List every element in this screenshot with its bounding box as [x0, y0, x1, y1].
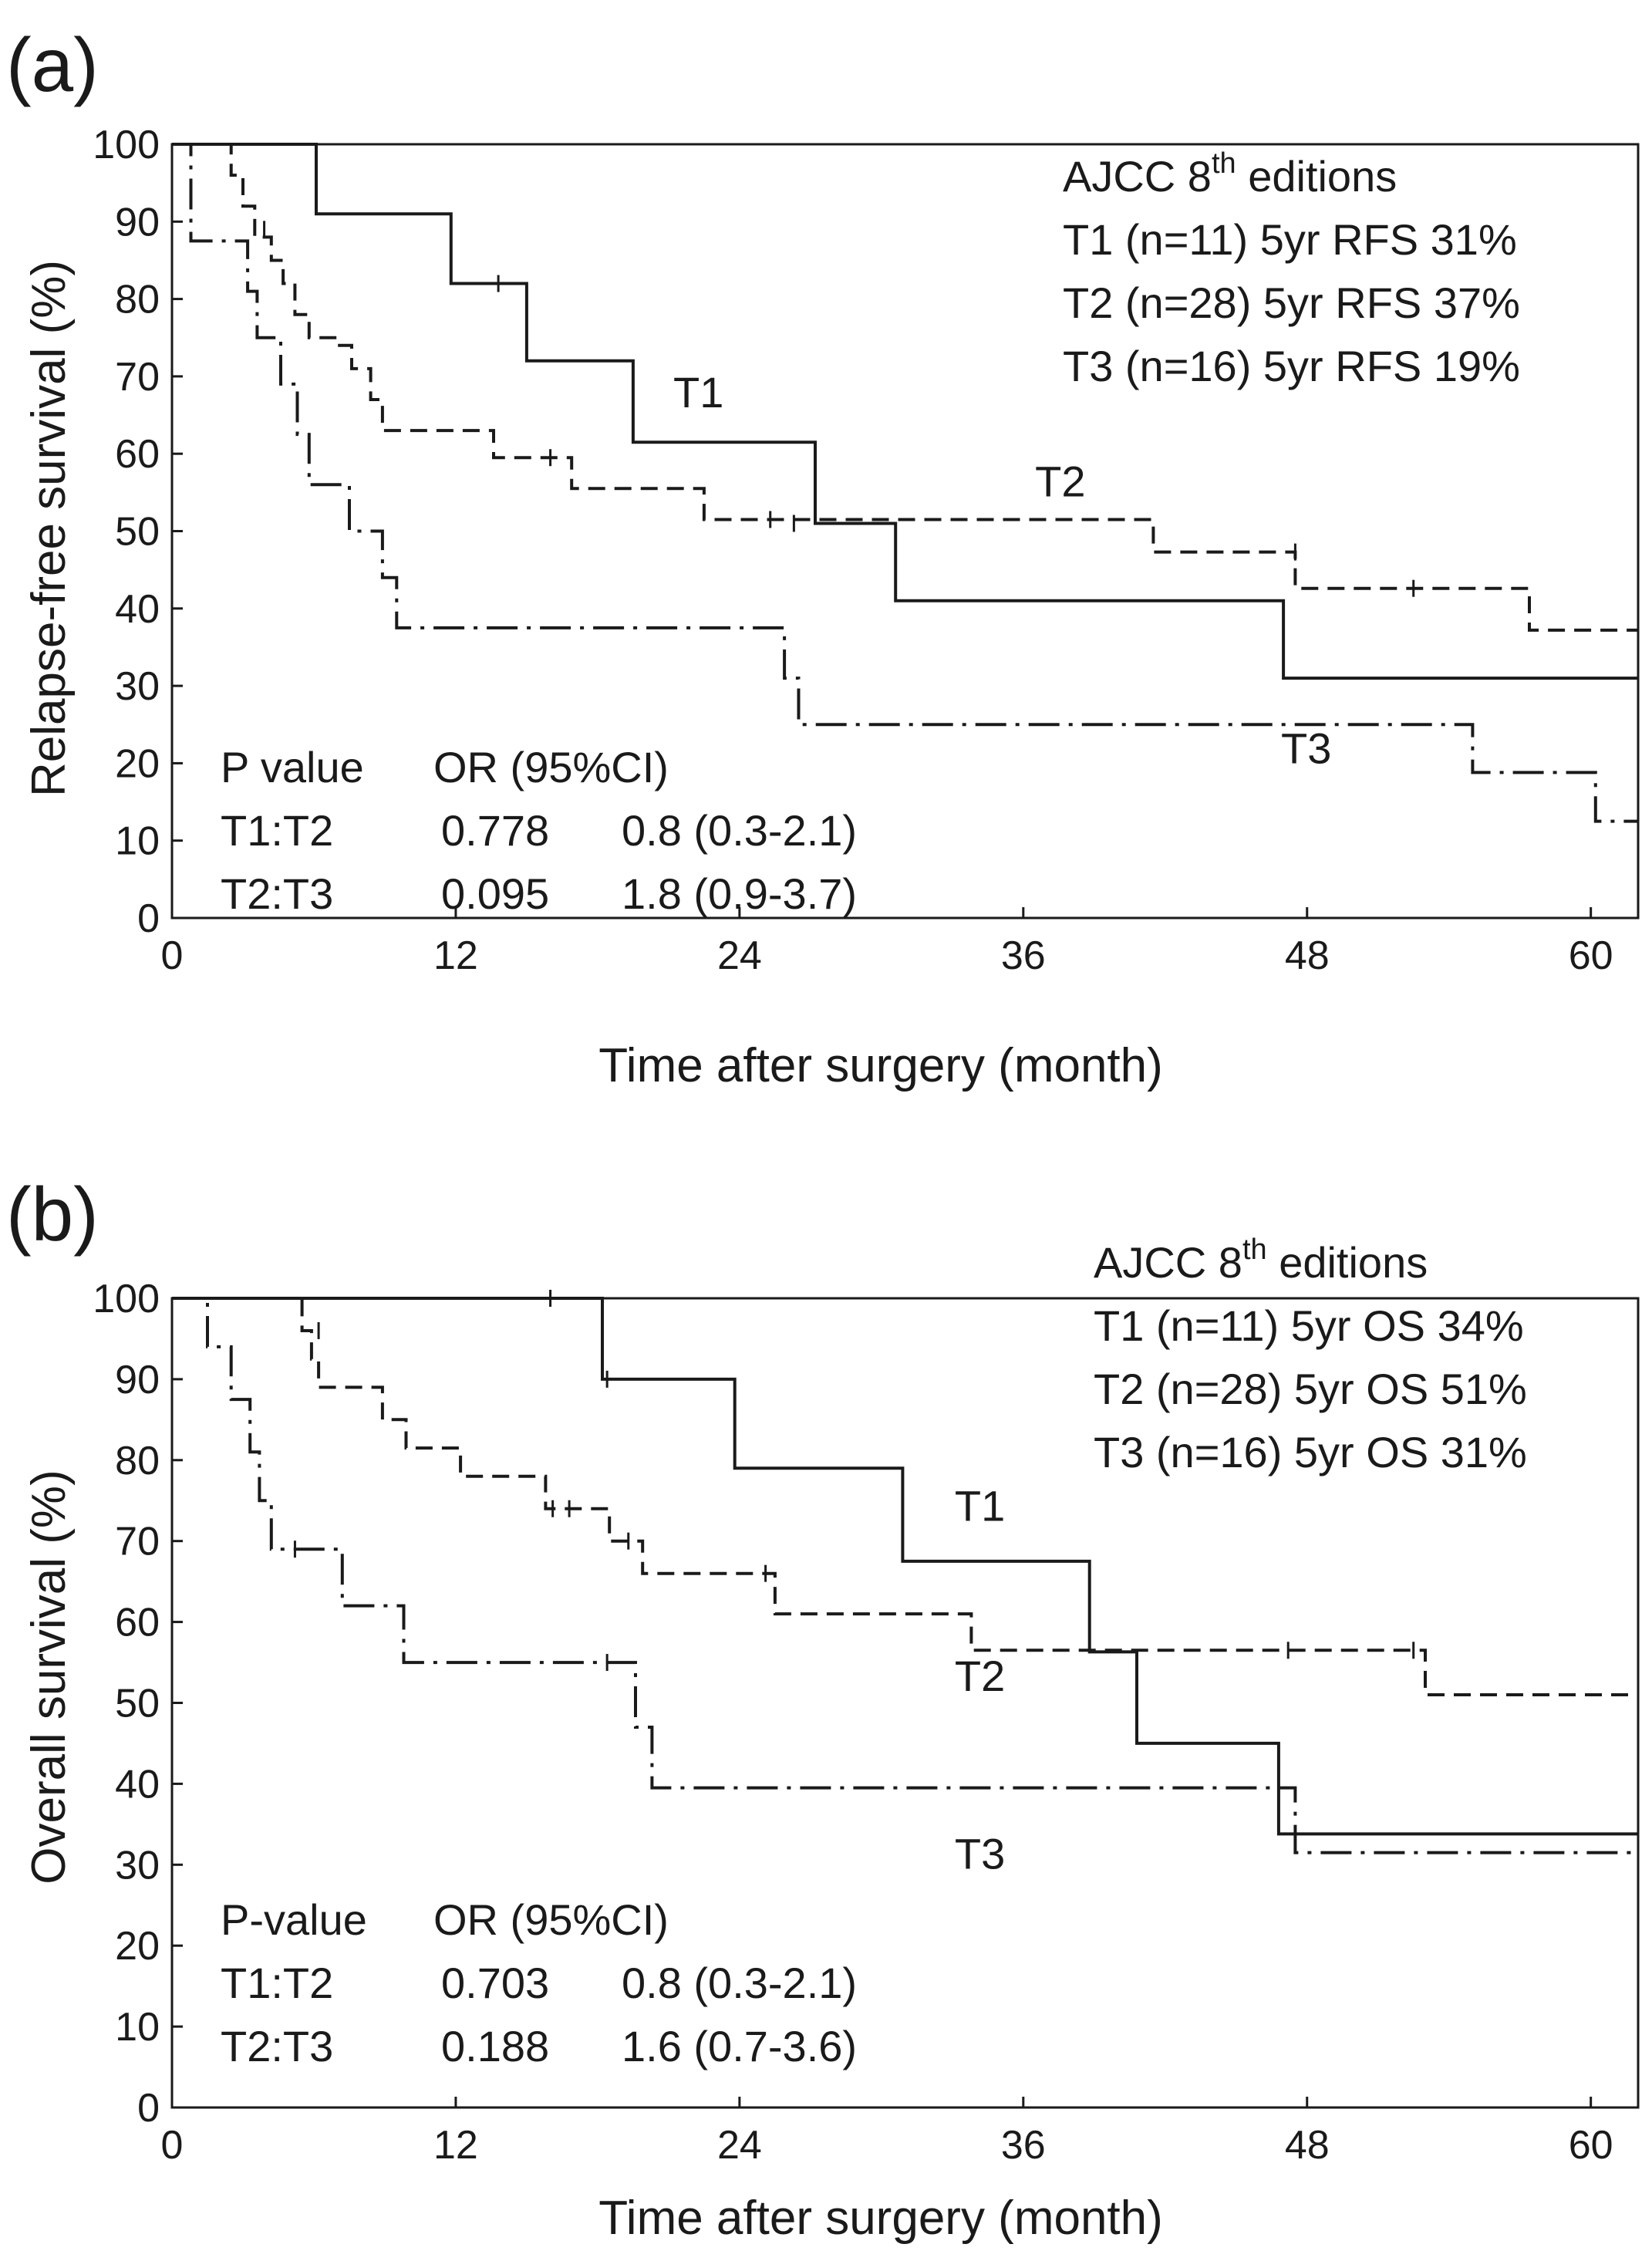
panel-b-y-axis-title: Overall survival (%) [22, 1470, 76, 1884]
panel-b-y-tick-label: 30 [115, 1843, 160, 1888]
panel-b-stats-row1-p: 0.703 [441, 1959, 549, 2007]
panel-a-stats-row1-or: 0.8 (0.3-2.1) [622, 806, 857, 855]
panel-a-stats-row1-pair: T1:T2 [221, 806, 333, 855]
panel-a-series-t2-curve [172, 143, 1638, 632]
panel-b-stats-table: P-value OR (95%CI) T1:T2 0.703 0.8 (0.3-… [221, 1895, 857, 2070]
panel-a-y-tick-label: 100 [93, 123, 160, 167]
panel-b-y-tick-label: 100 [93, 1277, 160, 1321]
panel-a-x-tick-label: 0 [161, 933, 184, 978]
panel-a-x-tick-label: 24 [717, 933, 762, 978]
panel-a-stats-header-or: OR (95%CI) [433, 743, 669, 791]
panel-a-x-axis-title: Time after surgery (month) [598, 1039, 1163, 1092]
panel-a-y-tick-label: 0 [137, 896, 160, 941]
panel-b-stats-row2-p: 0.188 [441, 2022, 549, 2070]
panel-a-series-t1-curve [172, 143, 1638, 680]
panel-b-y-tick-label: 90 [115, 1358, 160, 1402]
panel-a: (a) Relapse-free survival (%) Time after… [6, 22, 1640, 1092]
panel-a-legend-title-main: AJCC 8 [1063, 152, 1212, 201]
panel-b-stats-row2-pair: T2:T3 [221, 2022, 333, 2070]
panel-b-legend-entry-t3: T3 (n=16) 5yr OS 31% [1094, 1428, 1527, 1476]
panel-b-legend-title: AJCC 8th editions [1094, 1233, 1428, 1287]
panel-b-y-tick-label: 0 [137, 2086, 160, 2131]
panel-a-x-tick-label: 36 [1001, 933, 1046, 978]
panel-a-y-tick-label: 50 [115, 510, 160, 555]
panel-a-series-t3-label: T3 [1281, 724, 1331, 772]
panel-a-x-tick-label: 12 [433, 933, 478, 978]
panel-b-stats-header-p: P-value [221, 1895, 367, 1944]
panel-b-axes: 0 12 24 36 48 60 0 10 20 30 40 50 60 70 80 90 100 [93, 1277, 1640, 2168]
panel-a-stats-row1-p: 0.778 [441, 806, 549, 855]
panel-b-legend-title-rest: editions [1267, 1238, 1428, 1287]
panel-b-legend-entry-t1: T1 (n=11) 5yr OS 34% [1094, 1301, 1524, 1350]
panel-a-y-axis-title: Relapse-free survival (%) [22, 260, 76, 797]
panel-a-stats-row2-pair: T2:T3 [221, 869, 333, 918]
panel-b-x-tick-label: 36 [1001, 2123, 1046, 2168]
panel-b-series-t2-curve [172, 1297, 1638, 1696]
panel-b-y-tick-label: 80 [115, 1439, 160, 1483]
panel-b-stats-row2-or: 1.6 (0.7-3.6) [622, 2022, 857, 2070]
panel-a-legend-entry-t1: T1 (n=11) 5yr RFS 31% [1063, 215, 1517, 264]
panel-b-y-tick-label: 60 [115, 1601, 160, 1645]
panel-a-series-t3-curve [172, 143, 1638, 823]
panel-b-label: (b) [6, 1172, 99, 1257]
panel-b-series-t3-label: T3 [955, 1830, 1005, 1878]
panel-b-y-tick-label: 20 [115, 1924, 160, 1969]
panel-a-curves: T1 T2 T3 [172, 143, 1638, 823]
panel-b-x-tick-label: 24 [717, 2123, 762, 2168]
panel-b-stats-row1-pair: T1:T2 [221, 1959, 333, 2007]
panel-b-curves: T1 T2 T3 [172, 1290, 1638, 1878]
panel-a-y-tick-label: 90 [115, 200, 160, 245]
panel-a-y-tick-label: 80 [115, 278, 160, 322]
panel-a-label: (a) [6, 22, 99, 107]
panel-b-x-tick-label: 48 [1285, 2123, 1330, 2168]
panel-b-x-tick-label: 12 [433, 2123, 478, 2168]
panel-a-y-tick-label: 40 [115, 587, 160, 632]
panel-b-stats-header-or: OR (95%CI) [433, 1895, 669, 1944]
panel-a-stats-row2-p: 0.095 [441, 869, 549, 918]
panel-a-y-tick-label: 10 [115, 819, 160, 864]
panel-b: (b) Overall survival (%) Time after surg… [6, 1172, 1640, 2245]
panel-a-series-t1-label: T1 [673, 368, 723, 417]
panel-a-legend-title-sup: th [1212, 147, 1236, 180]
panel-a-x-tick-label: 60 [1569, 933, 1613, 978]
panel-a-y-tick-label: 30 [115, 664, 160, 709]
panel-b-y-tick-label: 10 [115, 2005, 160, 2050]
panel-a-y-tick-label: 20 [115, 741, 160, 786]
panel-b-legend: AJCC 8th editions T1 (n=11) 5yr OS 34% T… [1094, 1233, 1527, 1476]
panel-b-series-t2-label: T2 [955, 1652, 1005, 1700]
panel-a-legend-title-rest: editions [1236, 152, 1397, 201]
panel-b-legend-entry-t2: T2 (n=28) 5yr OS 51% [1094, 1365, 1527, 1413]
panel-a-y-tick-label: 60 [115, 432, 160, 477]
panel-b-series-t1-curve [172, 1297, 1638, 1836]
panel-b-legend-title-sup: th [1242, 1233, 1267, 1266]
panel-a-legend-entry-t3: T3 (n=16) 5yr RFS 19% [1063, 342, 1520, 390]
panel-a-legend: AJCC 8th editions T1 (n=11) 5yr RFS 31% … [1063, 147, 1520, 390]
panel-b-legend-title-main: AJCC 8 [1094, 1238, 1242, 1287]
panel-b-series-t3-curve [172, 1297, 1638, 1854]
panel-a-stats-table: P value OR (95%CI) T1:T2 0.778 0.8 (0.3-… [221, 743, 857, 918]
panel-a-y-tick-label: 70 [115, 355, 160, 400]
panel-b-x-tick-label: 60 [1569, 2123, 1613, 2168]
panel-a-axes: 0 12 24 36 48 60 0 10 20 30 40 50 60 70 80 90 100 [93, 123, 1640, 978]
panel-a-stats-row2-or: 1.8 (0.9-3.7) [622, 869, 857, 918]
panel-b-y-tick-label: 70 [115, 1520, 160, 1564]
panel-a-stats-header-p: P value [221, 743, 364, 791]
panel-b-x-axis-title: Time after surgery (month) [598, 2192, 1163, 2245]
panel-a-legend-title: AJCC 8th editions [1063, 147, 1397, 201]
panel-b-x-tick-label: 0 [161, 2123, 184, 2168]
panel-b-stats-row1-or: 0.8 (0.3-2.1) [622, 1959, 857, 2007]
panel-a-legend-entry-t2: T2 (n=28) 5yr RFS 37% [1063, 278, 1520, 327]
panel-a-x-tick-label: 48 [1285, 933, 1330, 978]
panel-a-series-t2-label: T2 [1035, 457, 1085, 505]
panel-b-series-t1-label: T1 [955, 1481, 1005, 1530]
panel-b-y-tick-label: 50 [115, 1682, 160, 1726]
panel-b-y-tick-label: 40 [115, 1762, 160, 1807]
